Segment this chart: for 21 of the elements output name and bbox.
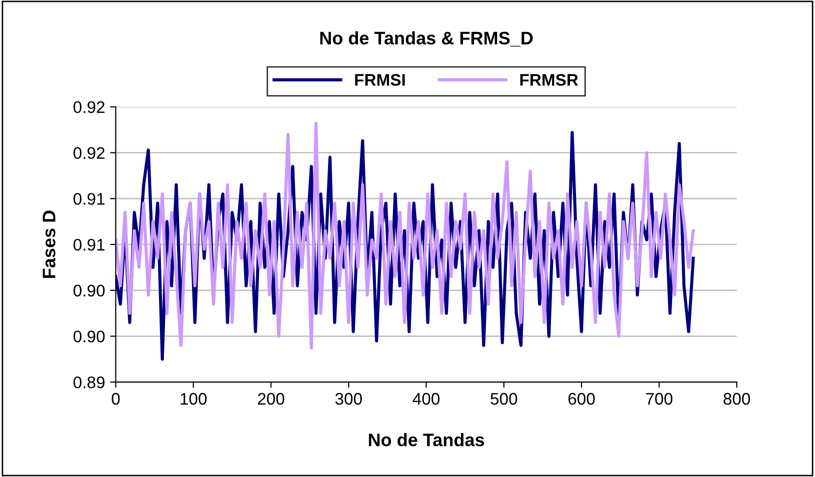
y-tick-label: 0.91: [74, 192, 105, 205]
y-tick-label: 0.90: [74, 284, 105, 297]
x-tick-label: 0: [112, 392, 120, 405]
x-tick-label: 300: [335, 392, 362, 405]
y-axis-title: Fases D: [42, 210, 56, 278]
x-tick-label: 400: [412, 392, 440, 405]
y-tick-label: 0.92: [74, 147, 104, 159]
legend-label: FRMSI: [355, 74, 405, 86]
x-axis-title: No de Tandas: [368, 433, 484, 446]
x-tick-label: 100: [180, 392, 207, 405]
y-tick-label: 0.90: [74, 330, 105, 342]
y-tick-label: 0.91: [74, 238, 105, 251]
chart-title: No de Tandas & FRMS_D: [320, 31, 533, 47]
y-tick-label: 0.92: [74, 101, 104, 114]
x-tick-label: 500: [490, 392, 518, 405]
x-tick-label: 200: [258, 392, 284, 405]
y-tick-label: 0.89: [74, 376, 105, 388]
x-tick-label: 600: [568, 392, 595, 405]
legend-label: FRMSR: [520, 74, 578, 86]
x-tick-label: 700: [646, 392, 672, 405]
x-tick-label: 800: [724, 392, 750, 405]
